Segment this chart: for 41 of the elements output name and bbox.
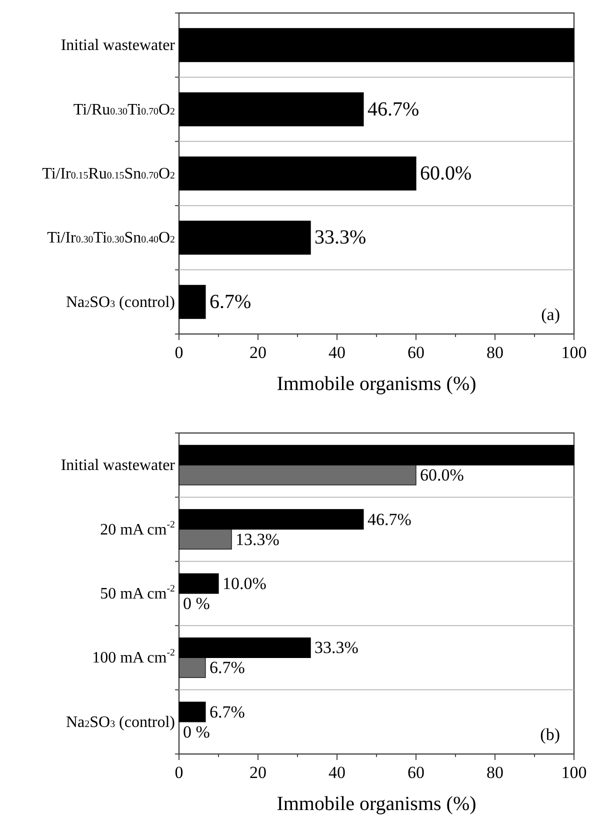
x-axis-title: Immobile organisms (%) xyxy=(276,373,476,395)
x-tick-label: 40 xyxy=(328,763,346,782)
data-label: 60.0% xyxy=(420,162,472,184)
bar xyxy=(178,156,416,190)
data-label: 33.3% xyxy=(314,638,358,658)
data-label: 0 % xyxy=(183,594,210,613)
data-label: 10.0% xyxy=(222,574,266,594)
data-label: 6.7% xyxy=(209,702,245,722)
annotation: (b) xyxy=(540,725,560,744)
x-tick-label: 20 xyxy=(250,763,266,782)
x-tick-label: 20 xyxy=(250,343,266,362)
data-label: 6.7% xyxy=(209,658,245,678)
x-tick-label: 100 xyxy=(561,343,587,362)
data-label: 0 % xyxy=(183,722,210,742)
data-label: 46.7% xyxy=(367,98,420,120)
bar xyxy=(178,220,311,255)
y-tick-label: Initial wastewater xyxy=(60,36,176,54)
x-axis-title: Immobile organisms (%) xyxy=(276,793,476,815)
x-tick-label: 80 xyxy=(486,763,504,782)
annotation: (a) xyxy=(541,305,560,324)
x-tick-label: 80 xyxy=(486,343,504,362)
x-tick-label: 0 xyxy=(174,763,184,782)
y-tick-label: 100 mA cm$^{-2}$ xyxy=(92,648,176,666)
bar xyxy=(178,28,574,62)
data-label: 46.7% xyxy=(367,510,412,529)
y-tick-label: Initial wastewater xyxy=(60,456,176,474)
y-tick-label: 20 mA cm$^{-2}$ xyxy=(100,519,176,538)
x-tick-label: 40 xyxy=(328,343,346,362)
data-label: 6.7% xyxy=(209,290,252,313)
data-label: 60.0% xyxy=(420,466,464,485)
x-tick-label: 100 xyxy=(561,763,587,782)
x-tick-label: 60 xyxy=(408,343,424,362)
data-label: 13.3% xyxy=(236,530,280,549)
x-tick-label: 60 xyxy=(408,763,424,782)
x-tick-label: 0 xyxy=(174,343,184,362)
bar xyxy=(178,702,206,722)
bar xyxy=(178,573,219,594)
y-tick-label: 50 mA cm$^{-2}$ xyxy=(100,584,176,602)
bar xyxy=(178,284,206,319)
data-label: 33.3% xyxy=(314,226,366,249)
bar xyxy=(178,92,364,126)
